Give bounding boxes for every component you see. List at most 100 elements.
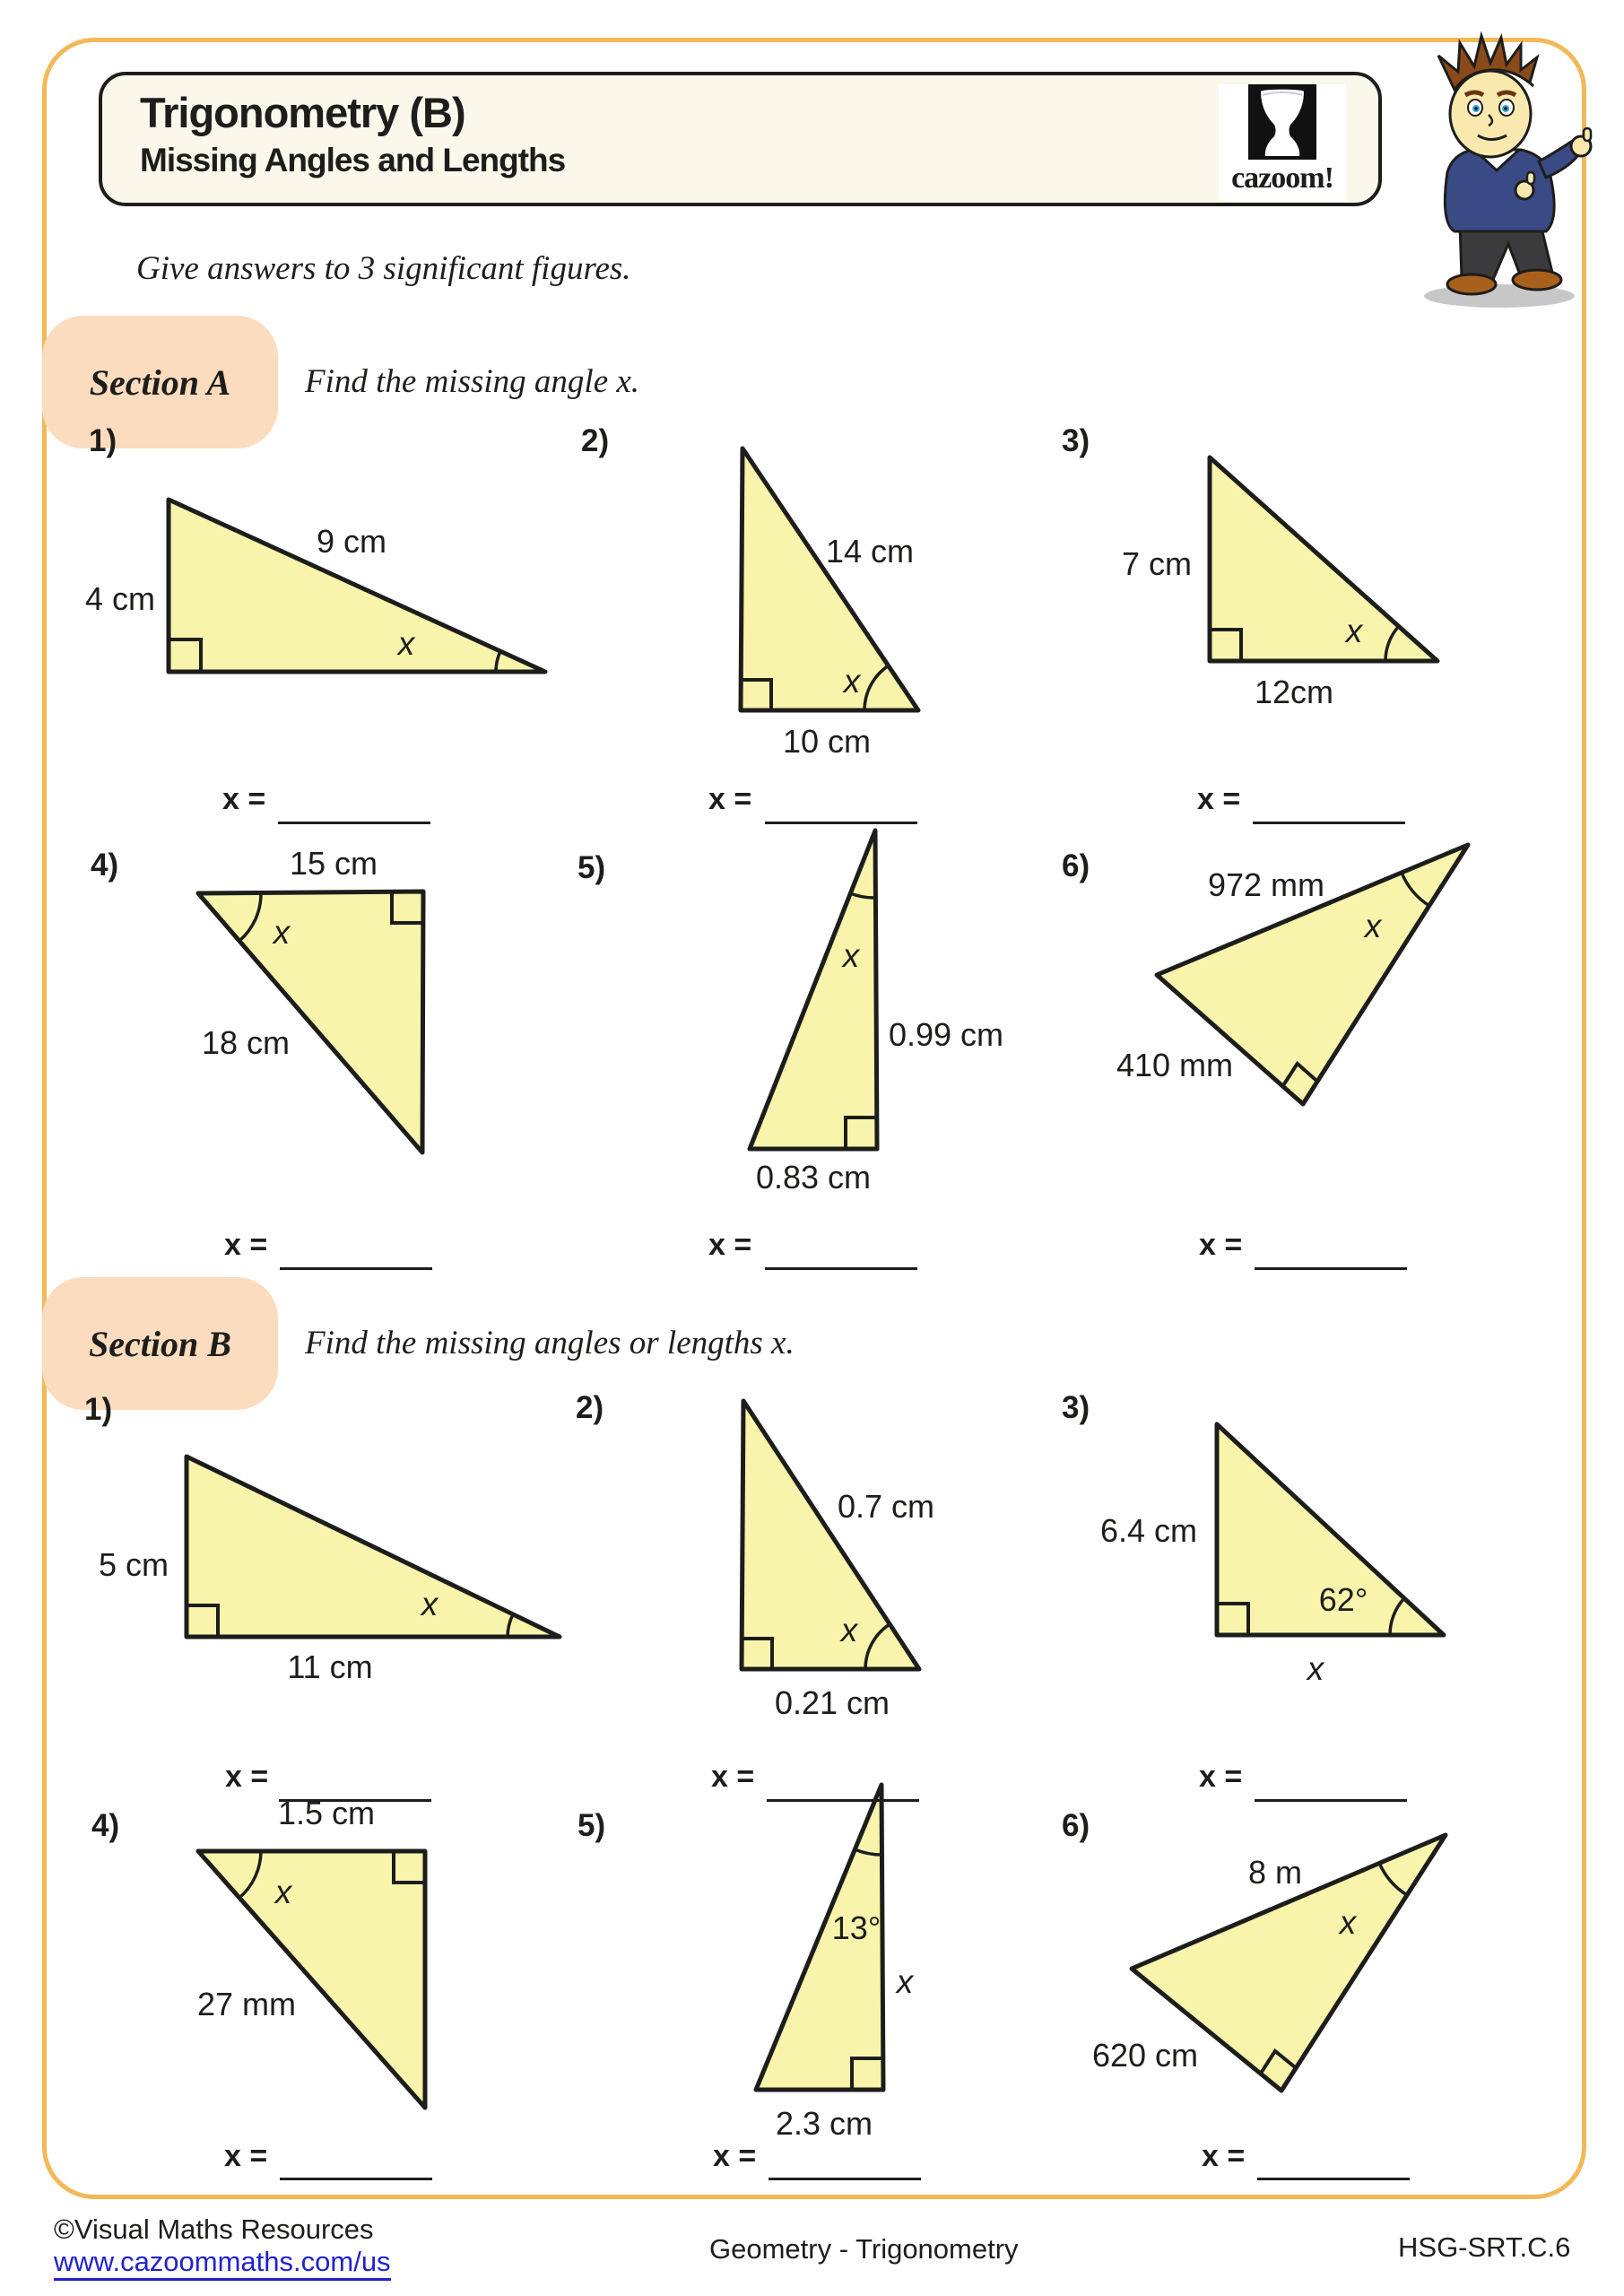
side-label: 18 cm [201,1024,291,1061]
triangle-b3 [1214,1422,1446,1638]
right-angle-marker-a2 [741,678,773,710]
angle-label: x [1345,613,1363,649]
right-angle-marker-a4 [390,891,423,925]
page-border [42,38,1586,2199]
answer-blank-b2 [767,1799,919,1802]
triangle-b4 [195,1848,428,2110]
answer-label-a3: x = [1197,782,1241,816]
angle-label: x [274,1874,292,1910]
side-label: 9 cm [316,523,387,560]
answer-label-b3: x = [1199,1760,1243,1794]
missing-side-label: x [1307,1650,1324,1687]
angle-arc-b5 [854,1848,882,1857]
triangle-a5 [747,828,880,1152]
triangle-a2 [738,446,921,713]
angle-arc-b3 [1388,1596,1406,1636]
triangle-b2 [739,1398,922,1672]
answer-label-b6: x = [1202,2139,1246,2173]
answer-blank-a6 [1255,1267,1407,1270]
drum-icon [1248,84,1316,160]
problem-number-a5: 5) [578,850,606,885]
answer-blank-a2 [765,822,917,824]
angle-value-label: 62° [1318,1581,1368,1618]
footer-topic: Geometry - Trigonometry [709,2233,1019,2265]
right-angle-marker-a3 [1210,628,1243,661]
side-label: 10 cm [782,723,872,760]
side-label: 11 cm [287,1648,373,1685]
header-box: Trigonometry (B) Missing Angles and Leng… [99,72,1382,206]
footer-standard-code: HSG-SRT.C.6 [1398,2231,1571,2263]
angle-label: x [273,914,291,951]
answer-blank-b6 [1257,2178,1410,2180]
footer-copyright: ©Visual Maths Resources [54,2213,374,2245]
problem-number-b5: 5) [578,1808,606,1843]
answer-blank-b4 [280,2178,432,2180]
angle-label: x [397,625,415,662]
answer-label-a2: x = [708,782,752,816]
section-a-badge: Section A [42,316,278,448]
footer-link[interactable]: www.cazoommaths.com/us [54,2246,391,2281]
side-label: 620 cm [1091,2037,1199,2074]
logo-text: cazoom! [1231,161,1334,195]
angle-arc-b1 [506,1613,515,1638]
missing-side-label: x [896,1963,914,2000]
right-angle-marker-b3 [1217,1602,1250,1635]
side-label: 0.99 cm [888,1016,1004,1053]
angle-label: x [1339,1904,1357,1941]
side-label: 15 cm [289,845,378,882]
section-b-prompt: Find the missing angles or lengths x. [305,1325,795,1361]
right-angle-marker-a1 [169,638,203,672]
side-label: 8 m [1247,1854,1303,1891]
problem-number-a6: 6) [1062,848,1090,883]
side-label: 5 cm [98,1546,169,1583]
right-angle-marker-b4 [392,1851,425,1884]
problem-number-b3: 3) [1062,1390,1090,1425]
section-b-label: Section B [89,1323,231,1364]
side-label: 27 mm [196,1986,297,2022]
angle-arc-a5 [849,891,876,900]
right-angle-marker-b1 [187,1604,220,1637]
page-title: Trigonometry (B) [140,89,466,136]
answer-label-a5: x = [708,1228,752,1262]
angle-arc-a4 [238,892,263,943]
triangle-a4 [195,889,426,1155]
side-label: 7 cm [1121,545,1193,582]
triangle-a3 [1207,455,1440,664]
angle-arc-a3 [1384,624,1401,662]
answer-blank-a1 [278,822,430,824]
triangle-a6 [1154,842,1471,1107]
angle-value-label: 13° [831,1909,881,1946]
angle-label: x [843,663,861,700]
triangle-b5 [753,1782,886,2092]
problem-number-a4: 4) [91,848,119,883]
angle-arc-a6 [1400,872,1430,908]
problem-number-b4: 4) [91,1808,120,1843]
triangle-b6 [1129,1832,1448,2093]
problem-number-a2: 2) [581,423,610,458]
answer-blank-b3 [1255,1799,1407,1802]
side-label: 0.21 cm [774,1684,890,1721]
angle-label: x [840,1612,858,1648]
angle-arc-b2 [864,1622,890,1670]
answer-blank-a4 [280,1267,432,1270]
side-label: 2.3 cm [775,2105,873,2142]
angle-label: x [1364,908,1382,944]
section-b-badge: Section B [42,1277,278,1410]
angle-arc-a1 [494,650,502,673]
answer-blank-b5 [769,2178,921,2180]
angle-arc-b6 [1377,1862,1408,1897]
side-label: 14 cm [825,533,915,570]
side-label: 4 cm [84,580,156,617]
problem-number-b6: 6) [1062,1808,1090,1843]
answer-label-b4: x = [224,2139,268,2173]
instruction-text: Give answers to 3 significant figures. [136,250,631,287]
angle-label: x [421,1586,439,1622]
side-label: 410 mm [1116,1047,1234,1083]
problem-number-b1: 1) [84,1392,113,1427]
triangle-b1 [184,1454,562,1639]
triangle-a1 [166,497,548,674]
angle-arc-a2 [863,664,890,711]
page-subtitle: Missing Angles and Lengths [140,142,566,178]
answer-label-a6: x = [1199,1228,1243,1262]
